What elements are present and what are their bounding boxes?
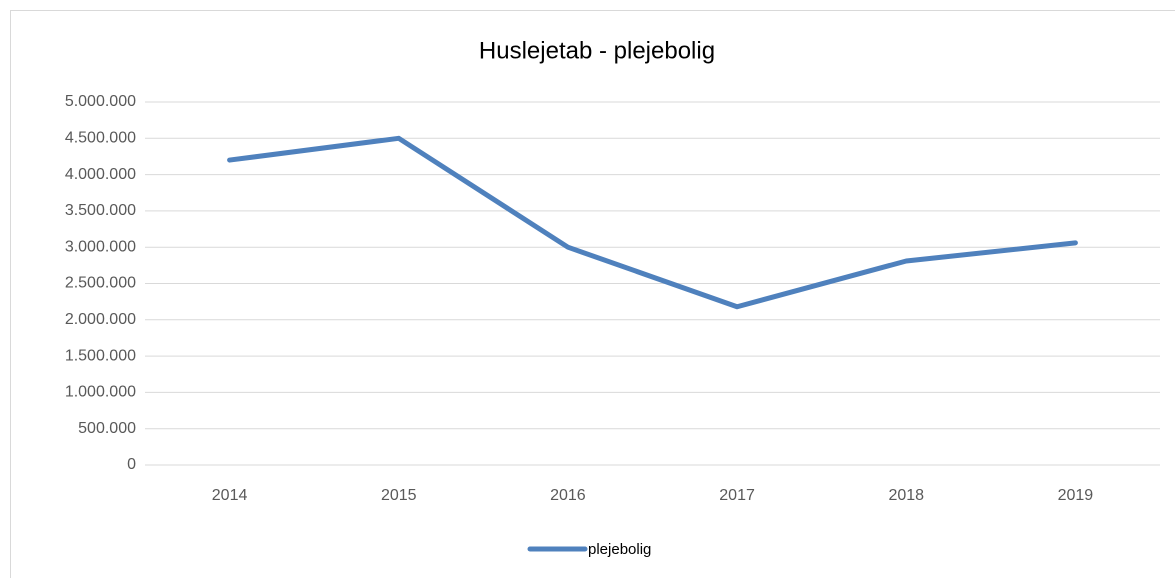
x-tick-label: 2015 (381, 487, 417, 504)
x-tick-label: 2019 (1058, 487, 1094, 504)
x-tick-label: 2016 (550, 487, 586, 504)
data-line (227, 135, 1078, 310)
y-tick-label: 3.000.000 (65, 238, 136, 255)
y-tick-label: 1.500.000 (65, 347, 136, 364)
chart-title: Huslejetab - plejebolig (479, 37, 715, 64)
y-tick-label: 500.000 (78, 420, 136, 437)
y-tick-label: 5.000.000 (65, 93, 136, 110)
y-tick-label: 2.500.000 (65, 275, 136, 292)
y-tick-label: 0 (127, 456, 136, 473)
x-tick-label: 2018 (888, 487, 924, 504)
y-tick-label: 4.500.000 (65, 130, 136, 147)
y-tick-label: 2.000.000 (65, 311, 136, 328)
legend-label: plejebolig (588, 541, 651, 558)
y-tick-label: 3.500.000 (65, 202, 136, 219)
chart-border (10, 10, 1175, 578)
y-tick-label: 1.000.000 (65, 384, 136, 401)
y-tick-label: 4.000.000 (65, 166, 136, 183)
x-tick-label: 2017 (719, 487, 755, 504)
x-tick-label: 2014 (212, 487, 248, 504)
